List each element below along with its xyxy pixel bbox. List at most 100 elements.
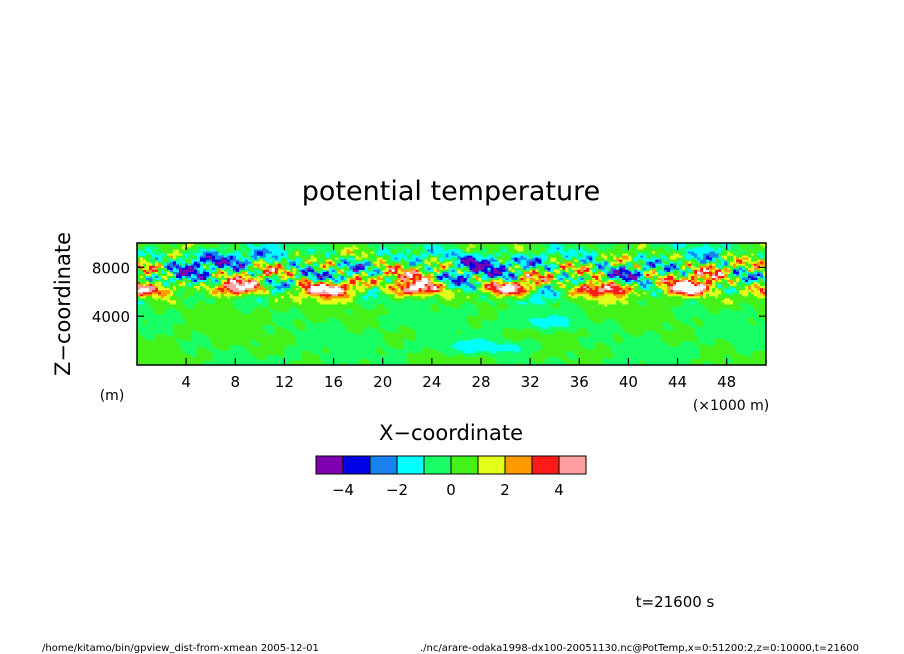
field-cell (604, 291, 614, 295)
field-cell (622, 279, 626, 283)
field-cell (712, 273, 716, 276)
field-cell (310, 320, 327, 323)
field-cell (487, 269, 491, 272)
field-cell (457, 281, 461, 285)
field-cell (274, 287, 279, 291)
field-cell (721, 291, 725, 295)
field-cell (607, 304, 641, 307)
field-cell (589, 247, 599, 250)
field-cell (709, 261, 713, 264)
field-cell (367, 285, 372, 289)
field-cell (613, 265, 617, 268)
field-cell (724, 271, 731, 274)
field-cell (715, 287, 719, 291)
field-cell (214, 261, 231, 264)
field-cell (487, 251, 494, 254)
field-cell (439, 301, 464, 305)
field-cell (154, 261, 159, 264)
field-cell (736, 287, 746, 291)
field-cell (565, 289, 569, 293)
field-cell (661, 255, 665, 258)
field-cell (172, 293, 177, 297)
field-cell (340, 281, 351, 285)
field-cell (760, 275, 764, 278)
field-cell (349, 267, 354, 270)
field-cell (292, 271, 297, 274)
chart-title: potential temperature (302, 176, 600, 207)
field-cell (688, 291, 695, 295)
field-cell (532, 275, 539, 278)
field-cell (595, 273, 602, 276)
field-cell (172, 257, 177, 260)
field-cell (196, 346, 204, 350)
field-cell (547, 277, 554, 280)
field-cell (721, 289, 725, 293)
field-cell (235, 279, 243, 283)
field-cell (379, 330, 389, 333)
field-cell (574, 352, 614, 356)
field-cell (140, 259, 147, 262)
field-cell (169, 279, 177, 283)
field-cell (703, 253, 719, 256)
field-cell (457, 348, 521, 352)
field-cell (748, 285, 752, 289)
field-cell (385, 283, 395, 287)
field-cell (397, 253, 404, 256)
field-cell (517, 253, 524, 256)
field-cell (472, 273, 476, 276)
field-cell (577, 356, 605, 360)
field-cell (616, 255, 623, 258)
field-cell (520, 277, 524, 280)
field-cell (640, 285, 644, 289)
field-cell (391, 257, 395, 260)
colorbar-swatch (369, 455, 398, 475)
field-cell (613, 273, 617, 276)
field-cell (229, 289, 234, 293)
field-cell (751, 245, 764, 248)
field-cell (496, 267, 503, 270)
field-cell (436, 275, 443, 278)
field-cell (493, 279, 503, 283)
field-cell (430, 308, 440, 311)
field-cell (613, 279, 617, 283)
field-cell (739, 289, 752, 293)
field-cell (517, 271, 521, 274)
field-cell (565, 263, 569, 266)
field-cell (733, 293, 743, 297)
field-cell (232, 261, 237, 264)
field-cell (193, 243, 219, 246)
field-cell (733, 263, 737, 266)
field-cell (430, 259, 437, 262)
field-cell (481, 295, 485, 299)
field-cell (580, 283, 584, 287)
field-cell (469, 265, 476, 268)
field-cell (310, 285, 330, 289)
field-cell (382, 273, 387, 276)
field-cell (382, 291, 387, 295)
field-cell (724, 279, 728, 283)
field-cell (598, 289, 605, 293)
field-cell (256, 289, 264, 293)
field-cell (550, 269, 554, 272)
field-cell (688, 269, 692, 272)
field-cell (235, 283, 240, 287)
field-cell (703, 243, 707, 246)
field-cell (376, 279, 384, 283)
field-cell (562, 255, 566, 258)
field-cell (478, 269, 482, 272)
field-cell (637, 275, 641, 278)
field-cell (505, 269, 509, 272)
field-cell (433, 287, 437, 291)
field-cell (484, 265, 494, 268)
field-cell (148, 265, 156, 268)
field-cell (655, 281, 665, 285)
field-cell (244, 289, 249, 293)
field-cell (241, 279, 246, 283)
field-cell (736, 249, 740, 252)
field-cell (583, 308, 671, 311)
field-cell (283, 283, 288, 287)
field-cell (736, 279, 740, 283)
field-cell (754, 293, 764, 297)
field-cell (469, 249, 479, 252)
field-cell (682, 277, 689, 280)
